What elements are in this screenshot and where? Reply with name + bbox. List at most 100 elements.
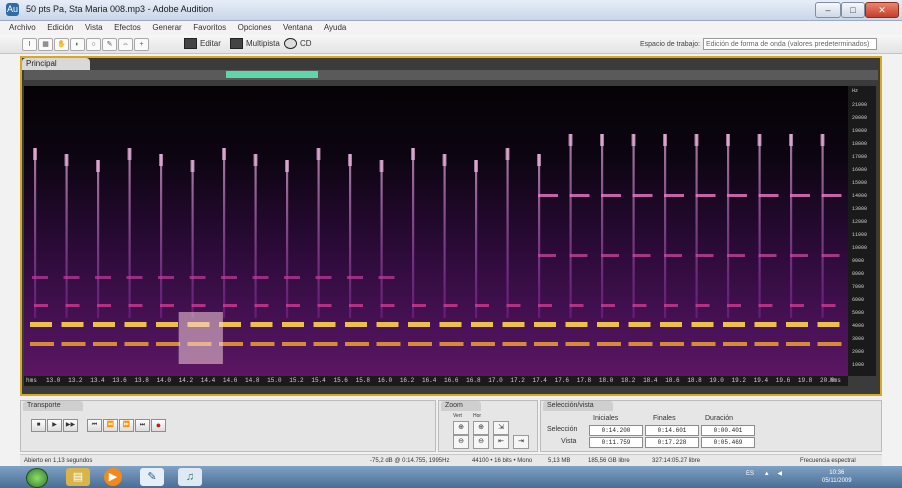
go-to-end-button[interactable]: ⏭	[135, 419, 150, 432]
tab-principal[interactable]: Principal	[22, 58, 90, 70]
time-tick-label: 15.4	[311, 377, 326, 384]
transport-panel: Transporte ■ ▶ ▶▶ ⏮ ⏪ ⏩ ⏭ ●	[20, 400, 436, 452]
view-duration-field[interactable]: 0:05.469	[701, 437, 755, 448]
document-taskbar-icon[interactable]: ✎	[140, 468, 164, 486]
status-bar: Abierto en 1,13 segundos -75,2 dB @ 0:14…	[20, 454, 882, 467]
tab-zoom[interactable]: Zoom	[441, 401, 481, 411]
scrub-tool-icon[interactable]: ◐	[70, 38, 85, 51]
selection-end-field[interactable]: 0:14.601	[645, 425, 699, 436]
zoom-out-horizontal-icon[interactable]: ⊖	[473, 435, 489, 449]
zoom-vert-label: Vert	[453, 413, 462, 419]
call-pulse	[349, 154, 352, 318]
harmonic-band-mid	[727, 304, 741, 307]
time-select-icon[interactable]: ⇔	[118, 38, 133, 51]
harmonic-band-low	[376, 342, 401, 346]
harmonic-band-low	[597, 342, 621, 346]
menu-efectos[interactable]: Efectos	[114, 23, 141, 32]
harmonic-band-mid	[191, 304, 206, 307]
record-button[interactable]: ●	[151, 419, 166, 432]
audition-taskbar-icon[interactable]: ♫	[178, 468, 202, 486]
zoom-in-horizontal-icon[interactable]: ⊕	[473, 421, 489, 435]
zoom-in-vertical-icon[interactable]: ⊕	[453, 421, 469, 435]
zoom-selection-icon[interactable]: ⇤	[493, 435, 509, 449]
call-pulse-head	[537, 154, 541, 166]
media-player-taskbar-icon[interactable]: ▶	[104, 468, 122, 486]
menu-favoritos[interactable]: Favoritos	[193, 23, 227, 32]
status-open-time: Abierto en 1,13 segundos	[24, 458, 93, 464]
harmonic-band-high	[628, 322, 651, 327]
go-to-start-button[interactable]: ⏮	[87, 419, 102, 432]
fast-forward-button[interactable]: ⏩	[119, 419, 134, 432]
call-pulse	[223, 148, 226, 318]
maximize-button[interactable]: □	[841, 2, 865, 18]
time-tick-label: 16.6	[444, 377, 459, 384]
upper-harmonic	[727, 194, 747, 197]
clock-date: 05/11/2009	[822, 478, 852, 484]
menu-generar[interactable]: Generar	[152, 23, 182, 32]
spectral-select-icon[interactable]: ▦	[38, 38, 53, 51]
network-icon[interactable]: ▲	[763, 471, 770, 477]
overview-range-handle[interactable]	[226, 71, 318, 78]
volume-icon[interactable]: ◀	[777, 471, 782, 477]
heal-tool-icon[interactable]: +	[134, 38, 149, 51]
zoom-out-vertical-icon[interactable]: ⊖	[453, 435, 469, 449]
tab-seleccion-vista[interactable]: Selección/vista	[543, 401, 613, 411]
middle-harmonic	[695, 254, 714, 257]
harmonic-band-low	[723, 342, 747, 346]
view-start-field[interactable]: 0:11.759	[589, 437, 643, 448]
spectrogram-display[interactable]	[24, 86, 848, 376]
explorer-taskbar-icon[interactable]: ▤	[66, 468, 90, 486]
view-end-field[interactable]: 0:17.228	[645, 437, 699, 448]
tray-language[interactable]: ES	[746, 471, 755, 477]
cd-view-button[interactable]: CD	[284, 38, 312, 50]
menu-ventana[interactable]: Ventana	[282, 23, 313, 32]
selection-duration-field[interactable]: 0:00.401	[701, 425, 755, 436]
harmonic-band-mid	[380, 304, 395, 307]
call-pulse	[632, 134, 635, 318]
menu-ayuda[interactable]: Ayuda	[323, 23, 347, 32]
middle-harmonic	[378, 276, 395, 279]
harmonic-band-low	[313, 342, 338, 346]
brush-tool-icon[interactable]: ✎	[102, 38, 117, 51]
zoom-full-icon[interactable]: ⇲	[493, 421, 509, 435]
menu-archivo[interactable]: Archivo	[9, 23, 36, 32]
selection-overlay[interactable]	[178, 312, 223, 364]
play-button[interactable]: ▶	[47, 419, 62, 432]
middle-harmonic	[538, 254, 556, 257]
menu-edicion[interactable]: Edición	[47, 23, 74, 32]
rewind-button[interactable]: ⏪	[103, 419, 118, 432]
workspace-dropdown[interactable]: Edición de forma de onda (valores predet…	[702, 38, 877, 50]
stop-button[interactable]: ■	[31, 419, 46, 432]
menu-vista[interactable]: Vista	[84, 23, 103, 32]
multitrack-view-button[interactable]: Multipista	[230, 38, 280, 50]
minimize-button[interactable]: –	[815, 2, 841, 18]
upper-harmonic	[790, 194, 810, 197]
middle-harmonic	[790, 254, 808, 257]
start-button[interactable]	[26, 468, 48, 488]
harmonic-band-low	[30, 342, 54, 346]
freq-label: 8000	[852, 271, 865, 277]
call-pulse-head	[33, 148, 37, 160]
menu-opciones[interactable]: Opciones	[237, 23, 272, 32]
call-pulse	[475, 160, 478, 318]
close-button[interactable]: ✕	[865, 2, 899, 18]
col-iniciales: Iniciales	[593, 415, 619, 422]
middle-harmonic	[347, 276, 363, 279]
select-tool-icon[interactable]: I	[22, 38, 37, 51]
frequency-ruler: Hz 21000 20000 19000 18000 17000 16000 1…	[848, 86, 876, 376]
status-cursor-level: -75,2 dB @ 0:14.755, 1995Hz	[370, 458, 450, 464]
zoom-right-edge-icon[interactable]: ⇥	[513, 435, 529, 449]
overview-bar[interactable]	[24, 70, 878, 80]
tab-transporte[interactable]: Transporte	[23, 401, 83, 411]
middle-harmonic	[284, 276, 300, 279]
selection-view-panel: Selección/vista Iniciales Finales Duraci…	[540, 400, 882, 452]
workspace-selector[interactable]: Espacio de trabajo: Edición de forma de o…	[640, 38, 877, 50]
play-to-end-button[interactable]: ▶▶	[63, 419, 78, 432]
zoom-panel: Zoom Vert Hor ⊕ ⊕ ⇲ ⊖ ⊖ ⇤ ⇥	[438, 400, 538, 452]
time-tick-label: 14.6	[222, 377, 238, 384]
taskbar-clock[interactable]: 10:36 05/11/2009	[822, 469, 852, 485]
hand-tool-icon[interactable]: ✋	[54, 38, 69, 51]
selection-start-field[interactable]: 0:14.200	[589, 425, 643, 436]
edit-view-button[interactable]: Editar	[184, 38, 221, 50]
lasso-tool-icon[interactable]: ○	[86, 38, 101, 51]
